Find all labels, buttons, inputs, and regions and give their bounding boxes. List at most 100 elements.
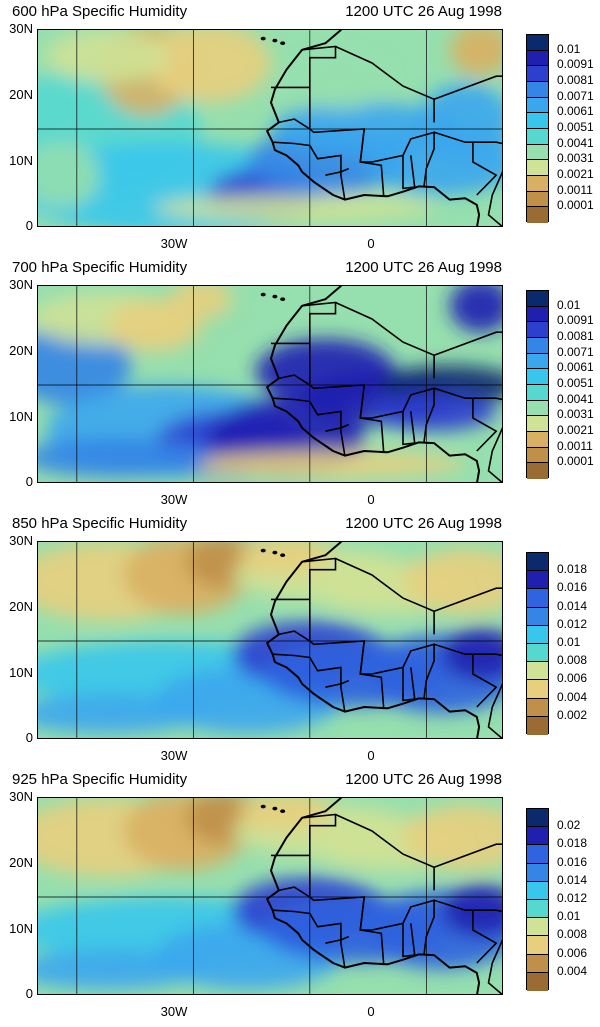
colorbar-label: 0.0011 <box>557 438 593 453</box>
panel-title: 600 hPa Specific Humidity <box>12 3 188 20</box>
coastline <box>266 542 481 738</box>
country-border <box>309 87 435 187</box>
colorbar-label: 0.006 <box>557 671 588 686</box>
colorbar-segment <box>527 97 548 114</box>
country-border <box>335 813 435 891</box>
country-border <box>433 899 502 913</box>
y-tick-label: 10N <box>9 665 33 680</box>
colorbar-label: 0.0051 <box>557 120 594 134</box>
colorbar-segment <box>527 207 548 223</box>
country-border <box>272 653 346 712</box>
colorbar-segment <box>527 369 548 385</box>
colorbar-segment <box>527 954 548 973</box>
humidity-region <box>146 30 271 103</box>
colorbar-segment <box>527 827 548 846</box>
coastline <box>266 286 481 482</box>
colorbar-segment <box>527 571 548 590</box>
colorbar-segment <box>527 698 548 717</box>
colorbar-segment <box>527 128 548 145</box>
coastline <box>266 30 481 226</box>
colorbar-label: 0.014 <box>557 598 588 613</box>
colorbar-label: 0.008 <box>557 653 588 668</box>
panel-4: 925 hPa Specific Humidity 1200 UTC 26 Aug… <box>0 771 600 1027</box>
humidity-region <box>185 451 466 478</box>
colorbar-segment <box>527 553 548 572</box>
country-border <box>325 935 350 944</box>
country-border <box>309 343 435 443</box>
colorbar-segment <box>527 918 548 937</box>
country-border <box>433 387 502 401</box>
map-svg <box>38 542 502 738</box>
country-border <box>433 643 502 657</box>
colorbar-segment <box>527 291 548 307</box>
country-border <box>402 411 416 446</box>
panel-date: 1200 UTC 26 Aug 1998 <box>345 771 502 788</box>
country-border <box>433 587 502 613</box>
colorbar-segment <box>527 353 548 370</box>
humidity-region <box>294 56 388 110</box>
colorbar-label: 0.014 <box>557 872 588 887</box>
y-tick-label: 20N <box>9 87 33 102</box>
colorbar-segment <box>527 306 548 323</box>
colorbar-segment <box>527 845 548 864</box>
y-tick-label: 0 <box>25 218 33 233</box>
colorbar-segment <box>527 113 548 129</box>
island <box>272 550 278 555</box>
y-tick-label: 10N <box>9 921 33 936</box>
country-border <box>402 667 416 702</box>
country-border <box>433 843 502 869</box>
humidity-region <box>38 949 202 990</box>
country-border <box>272 909 346 968</box>
island <box>280 297 286 301</box>
country-border <box>325 423 350 432</box>
colorbar-segment <box>527 66 548 82</box>
country-border <box>335 45 435 123</box>
colorbar-label: 0.0021 <box>557 423 594 437</box>
map-plot <box>37 797 503 995</box>
humidity-region <box>403 804 502 871</box>
y-tick-label: 0 <box>25 474 33 489</box>
colorbar-segment <box>527 81 548 98</box>
colorbar-label: 0.0041 <box>557 391 594 406</box>
panel-2: 700 hPa Specific Humidity 1200 UTC 26 Aug… <box>0 259 600 515</box>
colorbar-label: 0.0001 <box>557 454 594 469</box>
colorbar-segment <box>527 175 548 192</box>
map-svg <box>38 30 502 226</box>
x-tick-label: 30W <box>160 748 188 763</box>
colorbar-label: 0.0051 <box>557 376 594 390</box>
country-border <box>309 855 435 955</box>
humidity-region <box>38 693 202 734</box>
humidity-region <box>403 548 502 615</box>
y-tick-label: 20N <box>9 343 33 358</box>
panel-3: 850 hPa Specific Humidity 1200 UTC 26 Aug… <box>0 515 600 771</box>
humidity-region <box>449 286 502 333</box>
colorbar-segment <box>527 160 548 176</box>
colorbar-segment <box>527 50 548 67</box>
colorbar-label: 0.006 <box>557 945 588 960</box>
country-border <box>335 557 435 635</box>
country-border <box>402 923 416 958</box>
panel-title: 925 hPa Specific Humidity <box>12 771 188 788</box>
colorbar-label: 0.0061 <box>557 104 594 119</box>
colorbar-segment <box>527 322 548 338</box>
colorbar-label: 0.016 <box>557 580 588 595</box>
island <box>260 548 266 553</box>
country-border <box>309 599 435 699</box>
colorbar-label: 0.0021 <box>557 167 594 181</box>
colorbar <box>526 808 549 991</box>
country-border <box>359 640 385 708</box>
country-border <box>402 155 416 190</box>
colorbar-label: 0.002 <box>557 707 588 722</box>
country-border <box>278 886 311 898</box>
humidity-region <box>170 286 233 319</box>
colorbar-label: 0.016 <box>557 854 588 869</box>
panel-1: 600 hPa Specific Humidity 1200 UTC 26 Aug… <box>0 3 600 259</box>
y-tick-label: 0 <box>25 986 33 1001</box>
y-tick-label: 0 <box>25 730 33 745</box>
country-border <box>487 683 502 738</box>
panel-date: 1200 UTC 26 Aug 1998 <box>345 3 502 20</box>
colorbar-label: 0.0031 <box>557 151 594 166</box>
humidity-region <box>449 30 502 77</box>
map-svg <box>38 286 502 482</box>
humidity-region <box>107 299 202 352</box>
